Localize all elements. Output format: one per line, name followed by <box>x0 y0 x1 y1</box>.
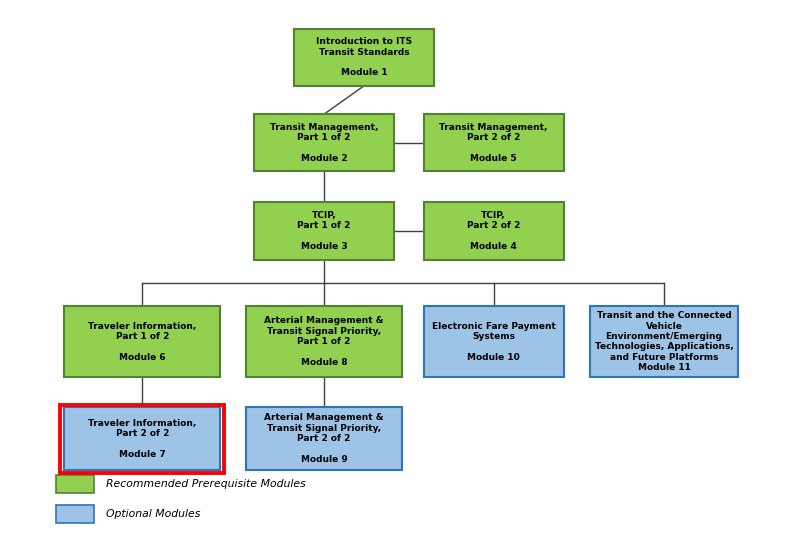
FancyBboxPatch shape <box>590 306 738 377</box>
Text: Arterial Management &
Transit Signal Priority,
Part 1 of 2

Module 8: Arterial Management & Transit Signal Pri… <box>264 317 384 367</box>
FancyBboxPatch shape <box>424 306 563 377</box>
Text: Traveler Information,
Part 2 of 2

Module 7: Traveler Information, Part 2 of 2 Module… <box>88 419 197 459</box>
FancyBboxPatch shape <box>246 306 402 377</box>
Text: Electronic Fare Payment
Systems

Module 10: Electronic Fare Payment Systems Module 1… <box>432 322 555 362</box>
FancyBboxPatch shape <box>64 306 220 377</box>
Text: Transit Management,
Part 1 of 2

Module 2: Transit Management, Part 1 of 2 Module 2 <box>270 123 378 163</box>
Text: Transit Management,
Part 2 of 2

Module 5: Transit Management, Part 2 of 2 Module 5 <box>439 123 548 163</box>
Text: TCIP,
Part 2 of 2

Module 4: TCIP, Part 2 of 2 Module 4 <box>467 211 520 251</box>
FancyBboxPatch shape <box>56 505 94 523</box>
Text: Traveler Information,
Part 1 of 2

Module 6: Traveler Information, Part 1 of 2 Module… <box>88 322 197 362</box>
FancyBboxPatch shape <box>294 28 434 86</box>
Text: Arterial Management &
Transit Signal Priority,
Part 2 of 2

Module 9: Arterial Management & Transit Signal Pri… <box>264 414 384 464</box>
Text: Recommended Prerequisite Modules: Recommended Prerequisite Modules <box>106 479 306 489</box>
Text: Optional Modules: Optional Modules <box>106 509 201 519</box>
Text: Transit and the Connected
Vehicle
Environment/Emerging
Technologies, Application: Transit and the Connected Vehicle Enviro… <box>594 311 734 372</box>
FancyBboxPatch shape <box>64 407 220 470</box>
FancyBboxPatch shape <box>424 114 563 171</box>
FancyBboxPatch shape <box>56 475 94 493</box>
FancyBboxPatch shape <box>254 203 394 259</box>
Text: Introduction to ITS
Transit Standards

Module 1: Introduction to ITS Transit Standards Mo… <box>316 37 412 77</box>
Text: TCIP,
Part 1 of 2

Module 3: TCIP, Part 1 of 2 Module 3 <box>298 211 350 251</box>
FancyBboxPatch shape <box>254 114 394 171</box>
FancyBboxPatch shape <box>246 407 402 470</box>
FancyBboxPatch shape <box>424 203 563 259</box>
